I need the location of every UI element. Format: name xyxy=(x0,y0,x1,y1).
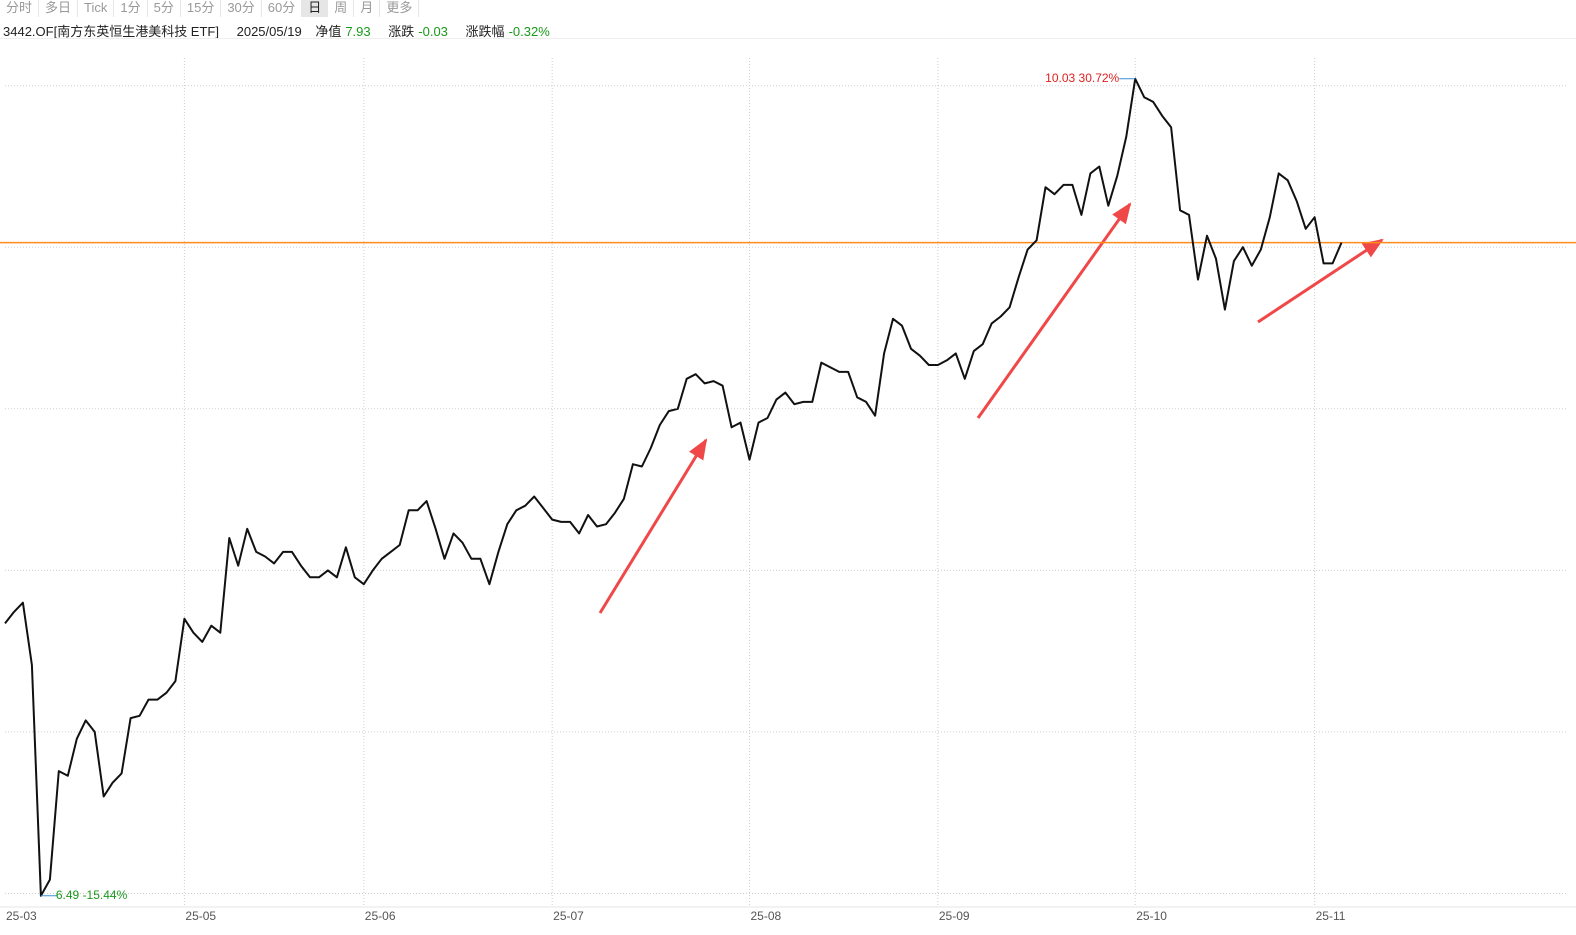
annotation: 10.03 30.72% xyxy=(1045,71,1119,85)
toolbar-tab[interactable]: 日 xyxy=(302,0,329,17)
price-line xyxy=(4,77,1343,897)
date: 2025/05/19 xyxy=(236,24,302,39)
pct: -0.32% xyxy=(508,24,550,39)
fund-code: 3442.OF[南方东英恒生港美科技 ETF] xyxy=(3,24,219,39)
x-tick-label: 25-06 xyxy=(365,909,396,923)
x-tick-label: 25-07 xyxy=(553,909,584,923)
toolbar-tab[interactable]: 多日 xyxy=(39,0,79,17)
x-tick-label: 25-08 xyxy=(751,909,782,923)
x-tick-label: 25-11 xyxy=(1316,909,1346,923)
toolbar-tab[interactable]: 60分 xyxy=(262,0,303,17)
toolbar-tab[interactable]: 周 xyxy=(328,0,355,17)
toolbar: 分时 多日 Tick 1分 5分 15分 30分 60分日周月更多 xyxy=(0,0,420,17)
nav-label: 净值 xyxy=(315,24,342,39)
annotation: 6.49 -15.44% xyxy=(56,888,128,902)
change-label: 涨跌 xyxy=(388,24,415,39)
toolbar-tab[interactable]: 月 xyxy=(354,0,381,17)
arrows xyxy=(598,202,1384,614)
arrow xyxy=(598,438,708,614)
toolbar-tab[interactable]: 更多 xyxy=(380,0,420,17)
nav: 7.93 xyxy=(345,24,371,39)
toolbar-tab[interactable]: 15分 xyxy=(181,0,222,17)
separator xyxy=(0,38,1576,39)
toolbar-tab[interactable]: 分时 xyxy=(0,0,40,17)
x-tick-label: 25-03 xyxy=(6,909,37,923)
toolbar-tab[interactable]: 5分 xyxy=(148,0,181,17)
change: -0.03 xyxy=(418,24,448,39)
toolbar-tab[interactable]: Tick xyxy=(78,0,115,17)
x-tick-label: 25-05 xyxy=(185,909,216,923)
x-tick-label: 25-09 xyxy=(939,909,970,923)
arrow xyxy=(1257,238,1384,324)
toolbar-tab[interactable]: 30分 xyxy=(221,0,262,17)
info-bar: 3442.OF[南方东英恒生港美科技 ETF] 2025/05/19 净值 7.9… xyxy=(3,21,564,40)
pct-label: 涨跌幅 xyxy=(465,24,505,39)
arrow xyxy=(976,202,1132,419)
x-tick-label: 25-10 xyxy=(1136,909,1167,923)
toolbar-tab[interactable]: 1分 xyxy=(114,0,148,17)
